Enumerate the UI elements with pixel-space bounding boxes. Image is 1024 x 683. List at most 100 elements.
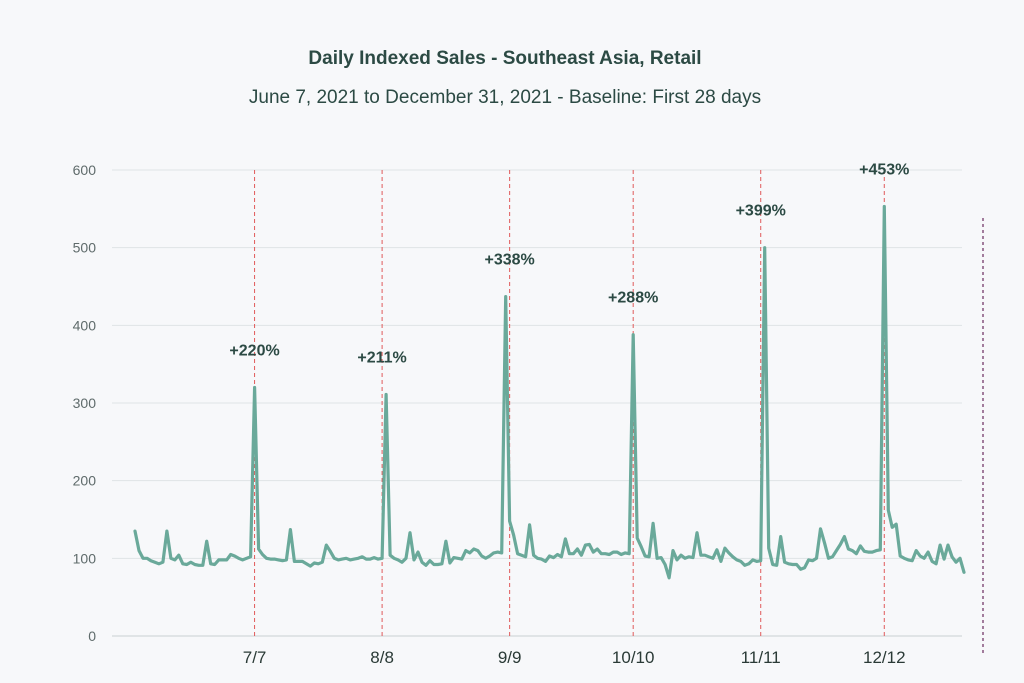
data-point bbox=[915, 549, 918, 552]
data-point bbox=[245, 557, 248, 560]
data-point bbox=[926, 550, 930, 554]
data-point bbox=[253, 386, 256, 389]
data-point bbox=[329, 550, 332, 553]
data-point bbox=[922, 557, 926, 560]
data-point bbox=[887, 509, 890, 512]
data-point bbox=[544, 560, 547, 563]
data-point bbox=[201, 564, 204, 567]
data-point bbox=[659, 556, 663, 559]
data-point bbox=[444, 540, 448, 543]
data-point bbox=[353, 557, 356, 561]
data-point bbox=[679, 554, 683, 557]
data-point bbox=[265, 557, 268, 560]
data-point bbox=[731, 555, 734, 558]
data-point bbox=[309, 564, 312, 568]
data-point bbox=[153, 561, 157, 564]
data-point bbox=[795, 563, 798, 566]
data-point bbox=[807, 558, 810, 562]
data-point bbox=[460, 557, 463, 561]
data-point bbox=[197, 564, 200, 567]
data-point bbox=[368, 557, 372, 561]
data-point bbox=[584, 543, 587, 547]
data-point bbox=[604, 552, 607, 555]
data-point bbox=[946, 543, 950, 547]
data-point bbox=[297, 560, 300, 563]
data-point bbox=[484, 557, 487, 560]
data-point bbox=[508, 519, 511, 523]
series-layer bbox=[133, 204, 966, 580]
data-point bbox=[843, 535, 846, 538]
data-point bbox=[803, 566, 806, 569]
data-point bbox=[763, 246, 766, 249]
data-point bbox=[787, 562, 790, 565]
data-point bbox=[341, 557, 344, 561]
data-point bbox=[811, 559, 814, 562]
data-point bbox=[229, 553, 232, 556]
peak-annotation-label: +288% bbox=[608, 290, 658, 307]
data-point bbox=[177, 554, 180, 557]
data-point bbox=[325, 543, 328, 547]
data-point bbox=[839, 543, 842, 546]
data-point bbox=[293, 560, 296, 563]
data-point bbox=[333, 557, 336, 560]
data-point bbox=[783, 561, 786, 564]
data-point bbox=[500, 551, 503, 555]
data-point bbox=[456, 557, 459, 560]
data-point bbox=[879, 548, 882, 551]
data-point bbox=[620, 553, 623, 556]
data-point bbox=[799, 568, 802, 571]
data-point bbox=[476, 549, 479, 552]
data-point bbox=[568, 552, 571, 555]
data-point bbox=[516, 552, 519, 555]
data-point bbox=[751, 558, 754, 562]
data-point bbox=[636, 536, 639, 540]
data-point bbox=[683, 557, 687, 560]
data-point bbox=[711, 557, 715, 560]
peak-annotation-label: +220% bbox=[229, 342, 279, 359]
data-point bbox=[695, 531, 699, 534]
data-point bbox=[412, 558, 416, 562]
data-point bbox=[911, 559, 914, 562]
data-point bbox=[655, 557, 659, 560]
data-point bbox=[269, 557, 272, 561]
data-point bbox=[612, 550, 615, 554]
data-point bbox=[743, 564, 746, 567]
data-point bbox=[592, 550, 595, 554]
data-point bbox=[468, 551, 471, 555]
data-point bbox=[759, 559, 762, 562]
data-point bbox=[313, 561, 316, 565]
data-point bbox=[221, 558, 224, 562]
data-point bbox=[217, 558, 220, 562]
data-point bbox=[289, 528, 292, 531]
data-point bbox=[528, 523, 531, 527]
data-point bbox=[647, 555, 651, 558]
data-point bbox=[392, 557, 396, 560]
y-tick-label: 100 bbox=[73, 550, 97, 566]
data-point bbox=[165, 529, 169, 533]
data-point bbox=[261, 553, 264, 556]
series-line bbox=[133, 204, 966, 580]
data-point bbox=[305, 562, 308, 565]
data-point bbox=[345, 557, 348, 560]
x-tick-label: 8/8 bbox=[370, 648, 394, 667]
data-point bbox=[775, 564, 778, 567]
data-point bbox=[815, 557, 818, 560]
data-point bbox=[380, 557, 384, 560]
data-point bbox=[771, 563, 774, 566]
data-point bbox=[938, 543, 942, 547]
data-point bbox=[464, 549, 467, 552]
x-tick-label: 7/7 bbox=[243, 648, 267, 667]
data-point bbox=[719, 560, 723, 563]
data-point bbox=[452, 556, 455, 559]
data-point bbox=[189, 561, 192, 564]
data-point bbox=[285, 558, 288, 562]
x-tick-label: 12/12 bbox=[863, 648, 906, 667]
data-point bbox=[596, 547, 599, 551]
data-point bbox=[488, 554, 491, 558]
data-point bbox=[428, 559, 432, 562]
data-point bbox=[667, 576, 671, 579]
data-point bbox=[942, 557, 946, 561]
data-point bbox=[616, 550, 619, 554]
data-point bbox=[851, 549, 854, 552]
data-point bbox=[847, 547, 850, 551]
